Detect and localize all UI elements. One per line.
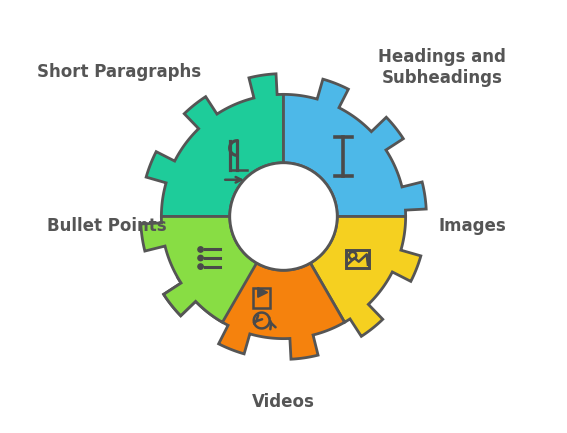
Bar bbox=[346, 250, 369, 268]
Text: Images: Images bbox=[439, 217, 507, 235]
Bar bbox=[253, 288, 270, 308]
Circle shape bbox=[198, 255, 204, 261]
Polygon shape bbox=[284, 79, 426, 216]
Polygon shape bbox=[310, 216, 421, 336]
Text: Videos: Videos bbox=[252, 393, 315, 411]
Text: Short Paragraphs: Short Paragraphs bbox=[36, 63, 201, 81]
Circle shape bbox=[230, 163, 337, 270]
Polygon shape bbox=[164, 243, 345, 359]
Circle shape bbox=[198, 247, 204, 252]
Polygon shape bbox=[258, 288, 268, 297]
Polygon shape bbox=[146, 74, 284, 216]
Text: Bullet Points: Bullet Points bbox=[46, 217, 166, 235]
Text: Headings and
Subheadings: Headings and Subheadings bbox=[378, 48, 506, 87]
Circle shape bbox=[198, 264, 204, 269]
Polygon shape bbox=[141, 216, 257, 322]
